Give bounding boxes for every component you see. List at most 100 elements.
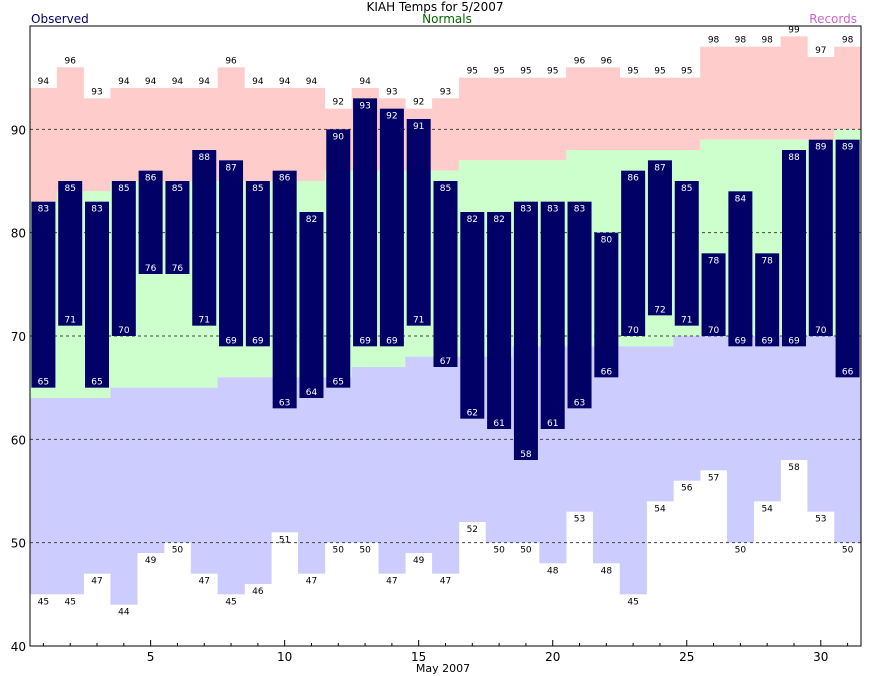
observed-high-label: 85 [172,184,183,194]
record-band [83,98,111,192]
observed-low-label: 71 [681,316,692,326]
record-high-label: 98 [761,36,773,46]
x-tick-label: 10 [277,650,292,664]
observed-bar [808,139,833,336]
record-low-label: 45 [38,597,49,607]
below-normal-band [83,398,111,574]
observed-bar [165,181,190,274]
record-band [780,36,808,140]
record-high-label: 94 [279,77,291,87]
observed-high-label: 85 [681,184,692,194]
record-low-label: 45 [225,597,236,607]
observed-high-label: 87 [654,163,665,173]
below-normal-band [56,398,84,595]
record-low-label: 56 [681,484,693,494]
legend-records: Records [809,12,857,26]
below-normal-band [753,336,781,502]
record-band [458,77,487,161]
observed-low-label: 69 [761,336,773,346]
observed-bar [567,201,592,409]
observed-bar [835,139,860,378]
observed-high-label: 83 [520,205,531,215]
record-low-label: 50 [359,546,371,556]
observed-high-label: 82 [493,215,504,225]
observed-bar [433,181,458,367]
observed-high-label: 89 [842,143,854,153]
record-high-label: 98 [708,36,720,46]
record-low-label: 53 [574,515,585,525]
below-normal-band [351,367,379,543]
observed-bar [219,160,244,347]
record-high-label: 94 [359,77,371,87]
observed-high-label: 84 [735,194,747,204]
below-normal-band [324,377,352,543]
record-low-label: 47 [306,577,317,587]
observed-bar [487,212,512,429]
below-normal-band [217,377,245,595]
observed-low-label: 70 [118,326,130,336]
record-band [271,88,299,181]
observed-bar [674,181,699,326]
observed-high-label: 83 [574,205,585,215]
record-band [566,67,594,150]
observed-low-label: 71 [199,316,210,326]
below-normal-band [30,398,58,595]
below-normal-band [405,356,433,553]
chart-title: KIAH Temps for 5/2007 [366,0,503,14]
observed-low-label: 58 [520,450,532,460]
below-normal-band [164,387,192,543]
observed-bar [701,253,726,336]
y-tick-label: 50 [11,537,26,551]
observed-bar [138,170,163,274]
observed-bar [379,108,404,347]
observed-high-label: 91 [413,122,424,132]
below-normal-band [673,336,701,481]
x-tick-label: 20 [545,650,560,664]
record-high-label: 96 [574,56,586,66]
observed-low-label: 64 [306,388,318,398]
observed-low-label: 61 [493,419,504,429]
record-band [539,77,567,161]
record-low-label: 47 [91,577,102,587]
record-high-label: 95 [493,67,504,77]
record-high-label: 94 [306,77,318,87]
x-tick-label: 25 [679,650,694,664]
record-high-label: 96 [225,56,237,66]
record-high-label: 95 [520,67,531,77]
observed-bar [728,191,753,347]
y-tick-label: 80 [11,227,26,241]
observed-low-label: 76 [145,264,157,274]
record-band [137,88,165,181]
below-normal-band [432,356,460,574]
observed-high-label: 89 [815,143,827,153]
observed-high-label: 87 [225,163,236,173]
observed-low-label: 62 [467,409,478,419]
observed-low-label: 69 [788,336,800,346]
record-low-label: 50 [493,546,505,556]
record-high-label: 96 [64,56,76,66]
observed-low-label: 65 [91,378,102,388]
x-tick-label: 30 [813,650,828,664]
record-high-label: 94 [118,77,130,87]
record-low-label: 45 [64,597,75,607]
observed-low-label: 69 [386,336,398,346]
record-low-label: 54 [654,504,666,514]
below-normal-band [378,367,406,574]
below-normal-band [298,377,326,574]
observed-high-label: 88 [199,153,211,163]
below-normal-band [190,387,218,574]
record-band [646,77,674,150]
record-high-label: 96 [601,56,613,66]
observed-bar [647,160,672,316]
observed-bar [406,119,431,326]
record-low-label: 51 [279,535,290,545]
observed-high-label: 83 [547,205,558,215]
observed-bar [621,170,646,336]
observed-bar [326,129,351,388]
record-low-label: 45 [627,597,638,607]
observed-bar [755,253,780,347]
observed-high-label: 86 [279,174,291,184]
observed-bar [245,181,270,347]
observed-low-label: 70 [708,326,720,336]
